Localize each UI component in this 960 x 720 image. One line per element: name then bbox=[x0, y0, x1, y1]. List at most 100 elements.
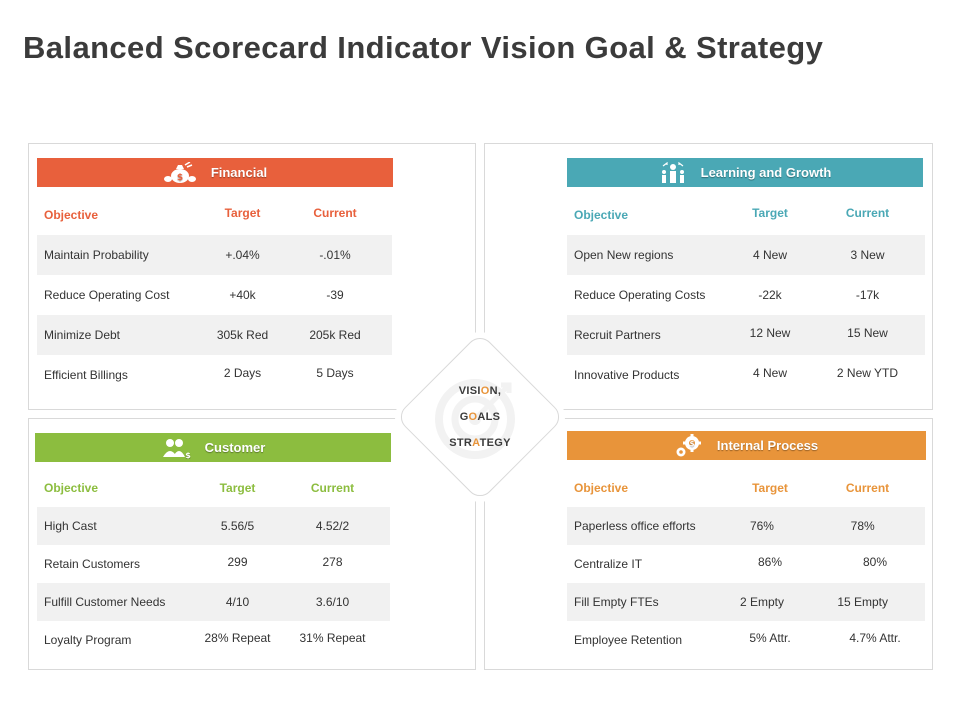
header-target: Target bbox=[224, 206, 261, 220]
header-objective: Objective bbox=[44, 481, 99, 495]
cell-objective: Reduce Operating Costs bbox=[574, 288, 706, 302]
cell-target: 28% Repeat bbox=[204, 631, 271, 645]
customer-title: Customer bbox=[204, 440, 266, 455]
cell-target: 4 New bbox=[752, 248, 787, 262]
cell-current: 78% bbox=[850, 519, 875, 533]
learning-growth-panel: Learning and Growth Objective Target Cur… bbox=[484, 143, 933, 410]
header-current: Current bbox=[310, 481, 355, 495]
header-current: Current bbox=[845, 206, 890, 220]
header-target: Target bbox=[752, 206, 788, 220]
learning-table: Objective Target Current Open New region… bbox=[567, 195, 925, 395]
center-line-strategy: STRATEGY bbox=[449, 437, 511, 449]
table-row: Reduce Operating Costs -22k -17k bbox=[567, 275, 925, 315]
cell-current: 15 Empty bbox=[837, 595, 889, 609]
cell-target: 4 New bbox=[752, 366, 787, 380]
cell-target: 2 Days bbox=[223, 366, 262, 380]
internal-table: Objective Target Current Paperless offic… bbox=[567, 469, 940, 659]
cell-objective: Retain Customers bbox=[44, 557, 141, 571]
growth-people-icon bbox=[659, 161, 687, 184]
cell-target: 76% bbox=[749, 519, 774, 533]
vision-goals-strategy-diamond: VISION, GOALS STRATEGY bbox=[395, 332, 565, 502]
cell-current: -.01% bbox=[319, 248, 351, 262]
cell-objective: High Cast bbox=[44, 519, 97, 533]
learning-header: Learning and Growth bbox=[567, 158, 923, 187]
money-bag-icon: $ bbox=[163, 161, 197, 184]
table-row: Reduce Operating Cost +40k -39 bbox=[37, 275, 392, 315]
financial-panel: $ Financial Objective Target Current Mai… bbox=[28, 143, 476, 410]
header-objective: Objective bbox=[574, 481, 629, 495]
cell-current: 4.7% Attr. bbox=[849, 631, 901, 645]
cell-objective: Open New regions bbox=[574, 248, 674, 262]
page-title: Balanced Scorecard Indicator Vision Goal… bbox=[23, 30, 824, 65]
cell-objective: Maintain Probability bbox=[44, 248, 149, 262]
internal-process-panel: $ Internal Process Objective Target Curr… bbox=[484, 418, 933, 670]
cell-target: 86% bbox=[757, 555, 783, 569]
cell-objective: Reduce Operating Cost bbox=[44, 288, 170, 302]
cell-objective: Centralize IT bbox=[574, 557, 643, 571]
header-target: Target bbox=[752, 481, 788, 495]
table-row: Recruit Partners 12 New 15 New bbox=[567, 315, 925, 355]
financial-header: $ Financial bbox=[37, 158, 393, 187]
cell-target: 12 New bbox=[749, 326, 791, 340]
cell-target: 305k Red bbox=[216, 328, 269, 342]
table-header-row: Objective Target Current bbox=[37, 195, 392, 235]
table-header-row: Objective Target Current bbox=[37, 469, 390, 507]
cell-target: 5.56/5 bbox=[220, 519, 255, 533]
cell-current: 3 New bbox=[850, 248, 885, 262]
table-row: Open New regions 4 New 3 New bbox=[567, 235, 925, 275]
cell-current: 31% Repeat bbox=[299, 631, 366, 645]
cell-current: 3.6/10 bbox=[315, 595, 350, 609]
table-header-row: Objective Target Current bbox=[567, 195, 925, 235]
cell-current: 205k Red bbox=[309, 328, 361, 342]
cell-target: 2 Empty bbox=[739, 595, 784, 609]
table-row: Minimize Debt 305k Red 205k Red bbox=[37, 315, 392, 355]
table-row: Employee Retention 5% Attr. 4.7% Attr. bbox=[567, 621, 940, 659]
cell-objective: Loyalty Program bbox=[44, 633, 132, 647]
internal-header: $ Internal Process bbox=[567, 431, 926, 460]
table-row: Fulfill Customer Needs 4/10 3.6/10 bbox=[37, 583, 390, 621]
cell-current: 2 New YTD bbox=[836, 366, 899, 380]
table-row: High Cast 5.56/5 4.52/2 bbox=[37, 507, 390, 545]
cell-objective: Employee Retention bbox=[574, 633, 683, 647]
cell-current: 5 Days bbox=[316, 366, 354, 380]
internal-title: Internal Process bbox=[716, 438, 819, 453]
cell-current: 80% bbox=[862, 555, 888, 569]
cell-current: 4.52/2 bbox=[315, 519, 350, 533]
header-target: Target bbox=[219, 481, 256, 495]
customer-panel: $ Customer Objective Target Current High… bbox=[28, 418, 476, 670]
cell-target: -22k bbox=[758, 288, 782, 302]
customer-table: Objective Target Current High Cast 5.56/… bbox=[37, 469, 390, 659]
target-icon bbox=[435, 379, 515, 459]
cell-objective: Minimize Debt bbox=[44, 328, 121, 342]
financial-table: Objective Target Current Maintain Probab… bbox=[37, 195, 392, 395]
table-row: Maintain Probability +.04% -.01% bbox=[37, 235, 392, 275]
cell-objective: Recruit Partners bbox=[574, 328, 661, 342]
financial-title: Financial bbox=[210, 165, 268, 180]
cell-objective: Fill Empty FTEs bbox=[574, 595, 659, 609]
svg-text:$: $ bbox=[689, 440, 694, 448]
header-objective: Objective bbox=[44, 208, 99, 222]
customers-icon: $ bbox=[161, 437, 191, 459]
cell-target: 5% Attr. bbox=[749, 631, 791, 645]
svg-text:$: $ bbox=[185, 451, 191, 459]
header-current: Current bbox=[845, 481, 890, 495]
table-row: Paperless office efforts 76% 78% bbox=[567, 507, 925, 545]
header-objective: Objective bbox=[574, 208, 629, 222]
learning-title: Learning and Growth bbox=[700, 165, 832, 180]
svg-text:$: $ bbox=[177, 173, 183, 183]
cell-objective: Fulfill Customer Needs bbox=[44, 595, 166, 609]
table-row: Efficient Billings 2 Days 5 Days bbox=[37, 355, 392, 395]
cell-target: 4/10 bbox=[225, 595, 250, 609]
cell-current: 278 bbox=[322, 555, 343, 569]
cell-target: 299 bbox=[227, 555, 248, 569]
center-line-vision: VISION, bbox=[458, 385, 502, 397]
cell-current: -17k bbox=[855, 288, 880, 302]
cell-objective: Efficient Billings bbox=[44, 368, 128, 382]
cell-target: +.04% bbox=[225, 248, 260, 262]
center-text: VISION, GOALS STRATEGY bbox=[395, 332, 565, 502]
cell-current: -39 bbox=[326, 288, 344, 302]
cell-target: +40k bbox=[229, 288, 256, 302]
cell-objective: Paperless office efforts bbox=[574, 519, 696, 533]
cell-current: 15 New bbox=[847, 326, 888, 340]
table-row: Fill Empty FTEs 2 Empty 15 Empty bbox=[567, 583, 925, 621]
